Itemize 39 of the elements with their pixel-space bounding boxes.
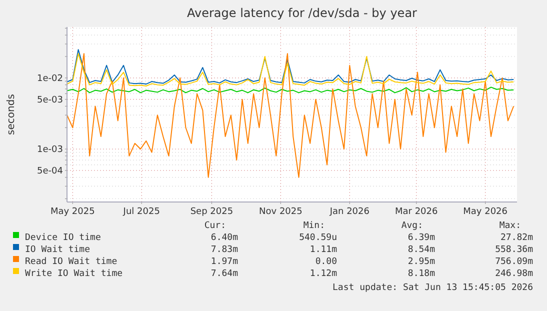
text: 1.12m xyxy=(310,269,337,279)
text: 8.54m xyxy=(408,245,435,255)
y-axis-title: seconds xyxy=(6,94,17,135)
text: 7.83m xyxy=(210,245,238,255)
y-tick-label: 1e-02 xyxy=(37,74,63,84)
text: Last update: Sat Jun 13 15:45:05 2026 xyxy=(332,283,533,293)
text: 756.09m xyxy=(495,257,533,267)
y-tick-label: 5e-03 xyxy=(37,95,63,106)
y-tick-label: 5e-04 xyxy=(37,166,64,176)
text: 8.18m xyxy=(408,269,435,279)
text: Avg: xyxy=(401,221,423,231)
text: 558.36m xyxy=(495,245,533,255)
legend-label: IO Wait time xyxy=(25,245,90,255)
legend-label: Write IO Wait time xyxy=(25,269,123,279)
legend-label: Read IO Wait time xyxy=(25,257,118,267)
text: 1.97m xyxy=(210,257,238,267)
line-series xyxy=(66,53,514,178)
text: 540.59u xyxy=(299,233,337,243)
text: 0.00 xyxy=(315,257,337,267)
text: 1.11m xyxy=(310,245,337,255)
text: Min: xyxy=(303,221,325,231)
text: 27.82m xyxy=(500,233,533,243)
x-tick-label: Jan 2026 xyxy=(328,207,370,217)
x-tick-label: Jul 2025 xyxy=(122,207,160,217)
text: 6.39m xyxy=(408,233,435,243)
x-tick-label: Nov 2025 xyxy=(259,207,302,217)
text: 246.98m xyxy=(495,269,533,279)
text: Cur: xyxy=(204,221,226,231)
x-tick-label: May 2025 xyxy=(50,207,95,217)
text: 6.40m xyxy=(210,233,238,243)
text: Max: xyxy=(499,221,521,231)
legend-label: Device IO time xyxy=(25,233,101,243)
text: 2.95m xyxy=(408,257,435,267)
chart-title: Average latency for /dev/sda - by year xyxy=(187,6,418,20)
y-tick-label: 1e-03 xyxy=(37,145,63,156)
x-tick-label: Mar 2026 xyxy=(394,207,438,217)
x-tick-label: May 2026 xyxy=(463,207,508,217)
x-tick-label: Sep 2025 xyxy=(190,207,234,217)
text: 7.64m xyxy=(210,269,238,279)
